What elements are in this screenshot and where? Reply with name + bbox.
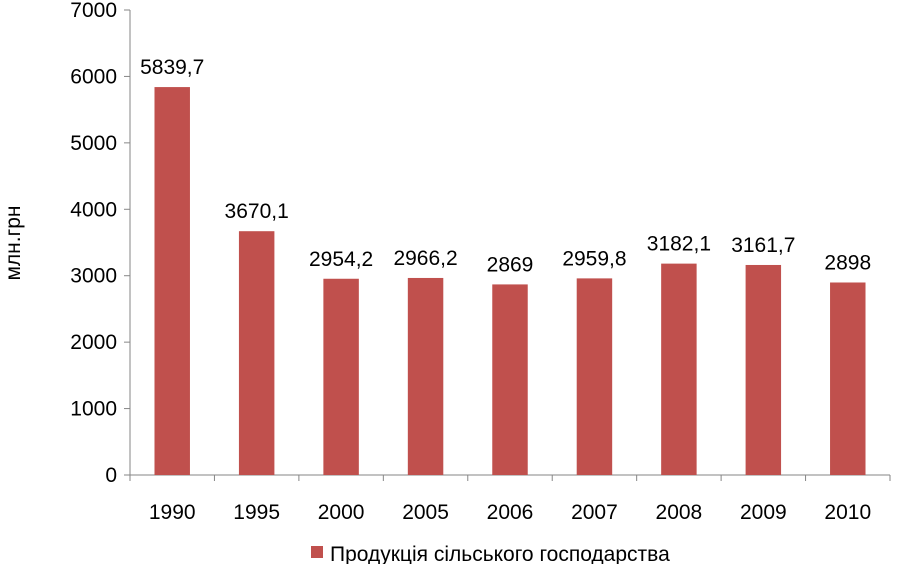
x-tick-label: 2005 bbox=[402, 501, 449, 524]
data-label: 3161,7 bbox=[731, 234, 795, 257]
data-label: 2869 bbox=[487, 253, 534, 276]
y-tick-label: 2000 bbox=[70, 331, 117, 354]
x-tick-label: 2008 bbox=[656, 501, 703, 524]
y-tick-label: 5000 bbox=[70, 132, 117, 155]
data-label: 3670,1 bbox=[225, 200, 289, 223]
data-label: 5839,7 bbox=[140, 56, 204, 79]
bar bbox=[661, 263, 697, 475]
x-tick-label: 1990 bbox=[149, 501, 196, 524]
bar bbox=[576, 278, 613, 475]
y-axis: 0 1000 2000 3000 4000 5000 6000 7000 bbox=[70, 0, 131, 487]
x-tick-label: 2000 bbox=[318, 501, 365, 524]
bar bbox=[238, 231, 275, 475]
data-label: 2954,2 bbox=[309, 248, 373, 271]
x-tick-label: 2006 bbox=[487, 501, 534, 524]
x-tick-label: 2010 bbox=[824, 501, 871, 524]
x-tick-label: 2007 bbox=[571, 501, 618, 524]
bar bbox=[492, 284, 528, 475]
y-tick-label: 0 bbox=[105, 464, 117, 487]
bar bbox=[323, 278, 359, 475]
bar bbox=[154, 87, 190, 475]
bar bbox=[830, 282, 866, 475]
data-label: 3182,1 bbox=[647, 233, 711, 256]
y-axis-title: млн.грн bbox=[2, 205, 25, 280]
data-label: 2959,8 bbox=[562, 247, 626, 270]
data-label: 2966,2 bbox=[393, 247, 457, 270]
bar bbox=[745, 264, 782, 475]
legend-swatch bbox=[311, 546, 323, 558]
y-tick-label: 4000 bbox=[70, 198, 117, 221]
y-tick-label: 3000 bbox=[70, 265, 117, 288]
data-labels: 5839,7 3670,1 2954,2 2966,2 2869 2959,8 3182,1… bbox=[140, 56, 871, 276]
y-tick-label: 1000 bbox=[70, 398, 117, 421]
legend: Продукція сільського господарства bbox=[311, 543, 670, 566]
x-tick-label: 1995 bbox=[233, 501, 280, 524]
data-label: 2898 bbox=[824, 251, 871, 274]
bars bbox=[154, 87, 866, 475]
x-tick-label: 2009 bbox=[740, 501, 787, 524]
y-tick-label: 6000 bbox=[70, 65, 117, 88]
x-axis: 1990 1995 2000 2005 2006 2007 2008 2009 2010 bbox=[129, 474, 891, 524]
bar bbox=[407, 277, 444, 475]
legend-label: Продукція сільського господарства bbox=[330, 543, 670, 564]
y-tick-label: 7000 bbox=[70, 0, 117, 22]
